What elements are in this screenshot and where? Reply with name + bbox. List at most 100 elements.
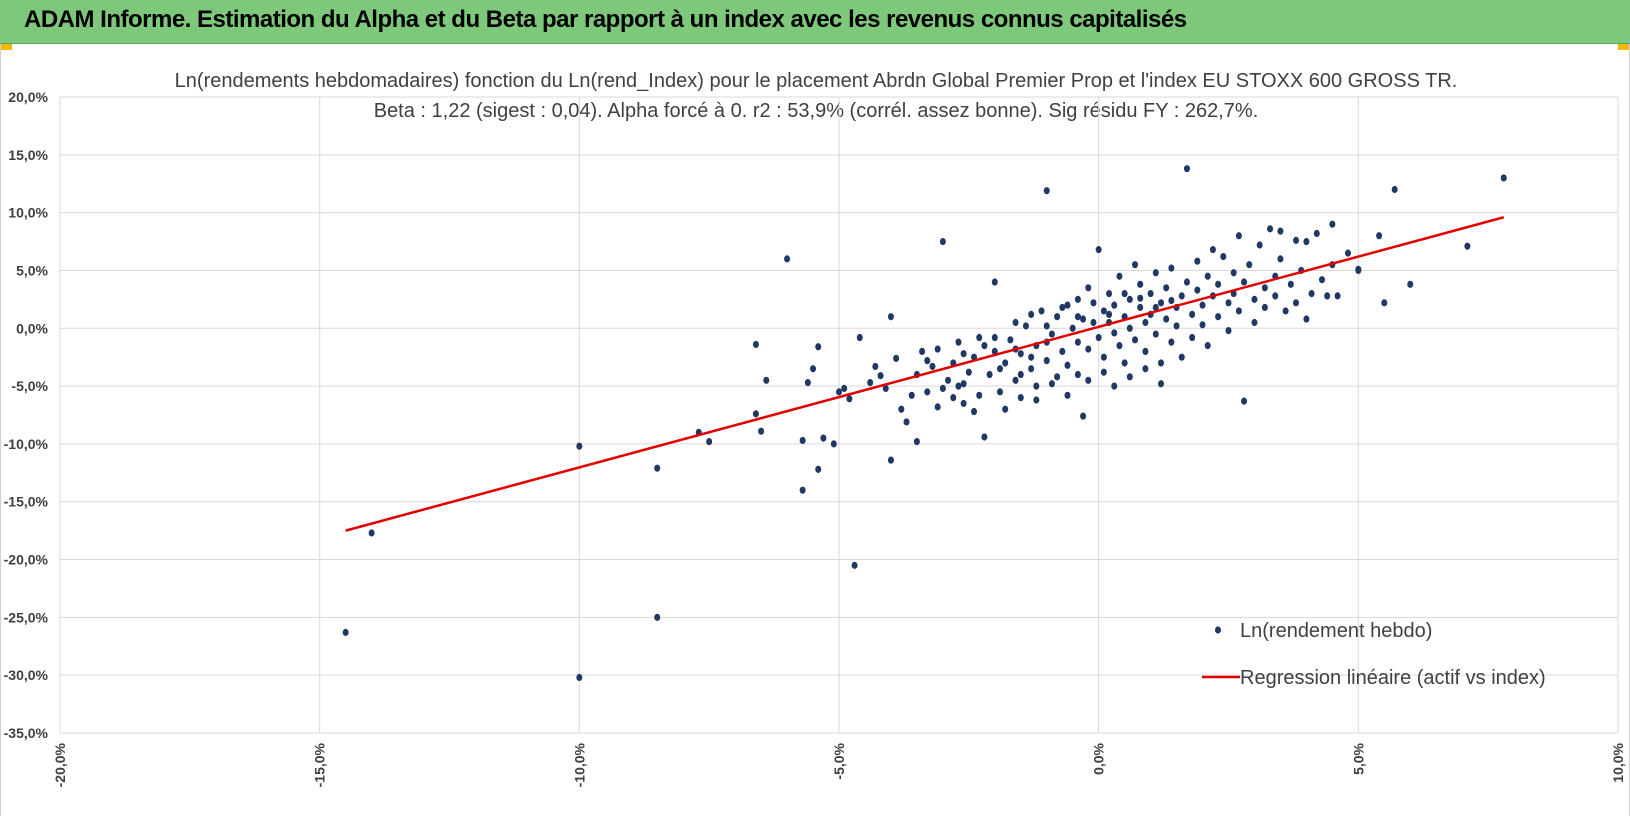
data-point [1261,303,1268,312]
data-point [1085,284,1092,292]
x-axis-ticks: -20,0% -15,0% -10,0% -5,0% 0,0% 5,0% 10,0% [52,742,1626,787]
corner-accent-right [1618,44,1630,50]
data-point [1022,322,1029,330]
data-point [1157,359,1164,367]
data-point [1017,394,1024,402]
data-point [919,347,926,355]
data-point [1464,242,1471,250]
data-point [799,436,806,445]
data-point [887,313,894,321]
y-axis-ticks: 20,0% 15,0% 10,0% 5,0% 0,0% -5,0% -10,0% -15,0%… [4,89,49,741]
data-point [368,529,375,537]
data-point [1147,289,1154,298]
data-point [1126,373,1133,381]
data-point [1043,187,1050,195]
data-point [1355,265,1362,273]
data-point [851,561,858,569]
data-point [1116,342,1123,350]
data-point [1246,261,1253,269]
legend-label-points: Ln(rendement hebdo) [1240,620,1432,642]
data-point [955,382,962,390]
data-point [1277,255,1284,263]
data-point [1344,249,1351,257]
data-point [1048,380,1055,388]
report-title: ADAM Informe. Estimation du Alpha et du … [24,6,1187,33]
data-point [1500,174,1507,182]
data-point [1007,336,1014,344]
y-tick-label: -10,0% [4,436,49,452]
data-point [934,345,941,353]
data-point [1189,333,1196,342]
data-point [1142,347,1149,355]
data-point [1137,294,1144,302]
data-point [1183,165,1190,173]
data-point [1090,299,1097,307]
data-point [1137,280,1144,288]
data-point [960,380,967,388]
data-point [924,357,931,365]
data-point [1017,370,1024,379]
data-point [1017,350,1024,358]
data-point [1080,315,1087,323]
y-tick-label: -30,0% [4,667,49,683]
data-point [1168,338,1175,346]
data-point [815,343,822,351]
data-point [1194,257,1201,265]
data-point [1267,225,1274,233]
data-point [1028,353,1035,361]
y-tick-label: 5,0% [16,262,48,278]
data-point [1329,220,1336,228]
data-point [1376,232,1383,240]
data-point [1033,396,1040,404]
data-point [1095,246,1102,254]
data-point [810,365,817,373]
data-point [752,410,759,418]
data-point [867,379,874,387]
data-point [1209,246,1216,254]
data-point [986,370,993,379]
data-point [1048,330,1055,338]
x-tick-label: -10,0% [571,742,587,787]
data-point [846,395,853,403]
gridlines [59,96,1619,734]
y-tick-label: -15,0% [4,494,49,510]
data-point [945,376,952,384]
data-point [1002,359,1009,367]
y-tick-label: 0,0% [16,320,48,336]
data-point [1178,353,1185,361]
data-point [872,362,879,371]
data-point [706,437,713,446]
data-point [934,403,941,411]
data-point [1043,357,1050,365]
data-point [1334,292,1341,300]
data-point [1241,278,1248,286]
data-point [1261,284,1268,292]
data-point [1183,278,1190,286]
data-point [342,628,349,636]
data-point [1074,313,1081,321]
data-point [1157,380,1164,388]
data-point [1106,289,1113,298]
data-point [1142,365,1149,373]
data-point [981,342,988,350]
y-tick-label: -35,0% [4,725,49,741]
data-point [1220,252,1227,261]
data-point [1168,264,1175,272]
data-point [1043,322,1050,330]
data-point [1111,329,1118,337]
data-point [1194,286,1201,294]
data-point [1173,322,1180,330]
data-point [1054,373,1061,381]
data-point [1142,318,1149,327]
data-point [1074,370,1081,379]
data-point [1064,301,1071,309]
data-point [960,350,967,358]
data-point [1028,310,1035,318]
data-point [877,372,884,380]
data-point [804,379,811,387]
data-point [1225,299,1232,307]
data-point [976,391,983,399]
regression-line [345,216,1505,532]
data-point [1121,359,1128,367]
data-point [1038,307,1045,315]
